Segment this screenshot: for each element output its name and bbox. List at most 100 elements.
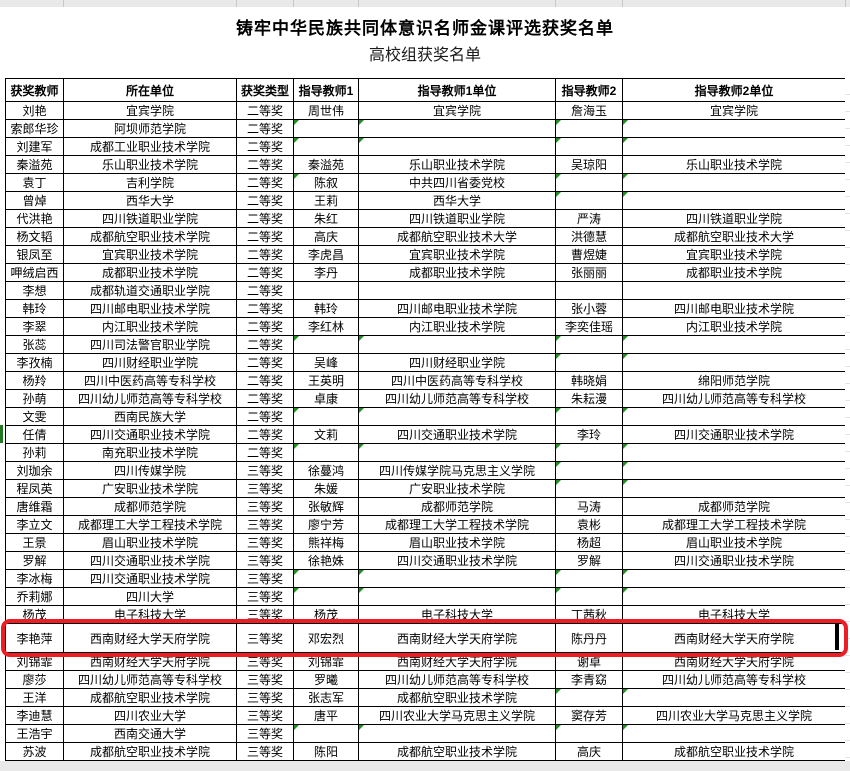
cell[interactable]: 成都理工大学工程技术学院 xyxy=(622,515,846,534)
cell[interactable] xyxy=(358,569,556,588)
cell[interactable]: 罗解 xyxy=(5,551,64,570)
cell[interactable]: 四川交通职业技术学院 xyxy=(358,425,556,444)
cell[interactable]: 张志军 xyxy=(293,688,359,707)
cell[interactable]: 陈阳 xyxy=(293,742,359,761)
cell[interactable]: 程凤英 xyxy=(5,479,64,498)
cell[interactable]: 眉山职业技术学院 xyxy=(622,533,846,552)
cell[interactable] xyxy=(622,191,846,210)
cell[interactable]: 吴琼阳 xyxy=(555,155,623,174)
cell[interactable]: 成都理工大学工程技术学院 xyxy=(63,515,237,534)
cell[interactable] xyxy=(293,443,359,462)
cell[interactable]: 西南财经大学天府学院 xyxy=(63,652,237,671)
cell[interactable]: 三等奖 xyxy=(236,551,294,570)
cell[interactable]: 西南民族大学 xyxy=(63,407,237,426)
cell[interactable]: 四川传媒学院 xyxy=(63,461,237,480)
cell[interactable]: 成都职业技术学院 xyxy=(358,263,556,282)
cell[interactable]: 乐山职业技术学院 xyxy=(622,155,846,174)
cell[interactable]: 熊祥梅 xyxy=(293,533,359,552)
cell[interactable]: 二等奖 xyxy=(236,353,294,372)
cell[interactable] xyxy=(555,688,623,707)
cell[interactable]: 窦存芳 xyxy=(555,706,623,725)
cell[interactable]: 四川农业大学马克思主义学院 xyxy=(358,706,556,725)
cell[interactable] xyxy=(555,353,623,372)
column-header-2[interactable]: 获奖类型 xyxy=(236,78,294,102)
cell[interactable]: 四川中医药高等专科学校 xyxy=(358,371,556,390)
cell[interactable]: 四川交通职业技术学院 xyxy=(358,551,556,570)
cell[interactable]: 三等奖 xyxy=(236,670,294,689)
cell[interactable]: 李艳萍 xyxy=(5,623,64,653)
cell[interactable] xyxy=(622,335,846,354)
cell[interactable]: 成都职业技术学院 xyxy=(622,263,846,282)
document-title[interactable]: 铸牢中华民族共同体意识名师金课评选获奖名单 xyxy=(236,19,614,38)
cell[interactable]: 成都师范学院 xyxy=(622,497,846,516)
cell[interactable]: 成都师范学院 xyxy=(358,497,556,516)
cell[interactable]: 二等奖 xyxy=(236,173,294,192)
cell[interactable]: 四川幼儿师范高等专科学校 xyxy=(63,670,237,689)
cell[interactable]: 内江职业技术学院 xyxy=(622,317,846,336)
cell[interactable] xyxy=(293,335,359,354)
cell[interactable]: 四川交通职业技术学院 xyxy=(63,551,237,570)
cell[interactable]: 刘艳 xyxy=(5,101,64,120)
cell[interactable]: 刘锦霏 xyxy=(5,652,64,671)
cell[interactable]: 二等奖 xyxy=(236,227,294,246)
cell[interactable]: 二等奖 xyxy=(236,317,294,336)
cell[interactable]: 二等奖 xyxy=(236,119,294,138)
cell[interactable] xyxy=(622,461,846,480)
cell[interactable]: 银凤至 xyxy=(5,245,64,264)
cell[interactable]: 眉山职业技术学院 xyxy=(358,533,556,552)
cell[interactable]: 四川邮电职业技术学院 xyxy=(63,299,237,318)
cell[interactable]: 张小蓉 xyxy=(555,299,623,318)
cell[interactable]: 成都航空职业技术学院 xyxy=(622,742,846,761)
cell[interactable] xyxy=(293,587,359,606)
cell[interactable]: 四川邮电职业技术学院 xyxy=(622,299,846,318)
cell[interactable] xyxy=(622,688,846,707)
cell[interactable]: 李奕佳瑶 xyxy=(555,317,623,336)
cell[interactable] xyxy=(622,407,846,426)
cell[interactable] xyxy=(293,137,359,156)
cell[interactable]: 朱媛 xyxy=(293,479,359,498)
cell[interactable]: 索郎华珍 xyxy=(5,119,64,138)
cell[interactable] xyxy=(555,173,623,192)
cell[interactable]: 王莉 xyxy=(293,191,359,210)
cell[interactable]: 成都航空职业技术学院 xyxy=(358,688,556,707)
cell[interactable]: 徐蔓鸿 xyxy=(293,461,359,480)
cell[interactable]: 西南财经大学天府学院 xyxy=(622,652,846,671)
cell[interactable] xyxy=(555,569,623,588)
cell[interactable] xyxy=(555,119,623,138)
cell[interactable]: 中共四川省委党校 xyxy=(358,173,556,192)
cell[interactable]: 四川农业大学 xyxy=(63,706,237,725)
cell[interactable]: 李红林 xyxy=(293,317,359,336)
cell[interactable]: 成都航空职业技术大学 xyxy=(622,227,846,246)
column-header-4[interactable]: 指导教师1单位 xyxy=(358,78,556,102)
cell[interactable]: 二等奖 xyxy=(236,335,294,354)
cell[interactable] xyxy=(555,335,623,354)
cell[interactable]: 四川幼儿师范高等专科学校 xyxy=(622,670,846,689)
cell[interactable]: 南充职业技术学院 xyxy=(63,443,237,462)
cell[interactable]: 谢卓 xyxy=(555,652,623,671)
cell[interactable]: 二等奖 xyxy=(236,191,294,210)
cell[interactable]: 四川司法警官职业学院 xyxy=(63,335,237,354)
cell[interactable]: 刘建军 xyxy=(5,137,64,156)
cell[interactable]: 宜宾学院 xyxy=(63,101,237,120)
cell[interactable] xyxy=(622,119,846,138)
cell[interactable]: 绵阳师范学院 xyxy=(622,371,846,390)
cell[interactable]: 二等奖 xyxy=(236,209,294,228)
cell[interactable]: 卓康 xyxy=(293,389,359,408)
cell[interactable]: 廖莎 xyxy=(5,670,64,689)
cell[interactable]: 唐平 xyxy=(293,706,359,725)
cell[interactable]: 四川传媒学院马克思主义学院 xyxy=(358,461,556,480)
cell[interactable]: 三等奖 xyxy=(236,652,294,671)
column-header-6[interactable]: 指导教师2单位 xyxy=(622,78,846,102)
cell[interactable]: 杨超 xyxy=(555,533,623,552)
cell[interactable]: 李冰梅 xyxy=(5,569,64,588)
cell[interactable]: 眉山职业技术学院 xyxy=(63,533,237,552)
cell[interactable]: 成都航空职业技术学院 xyxy=(63,227,237,246)
cell[interactable]: 二等奖 xyxy=(236,155,294,174)
cell[interactable]: 四川邮电职业技术学院 xyxy=(358,299,556,318)
cell[interactable] xyxy=(555,587,623,606)
column-header-3[interactable]: 指导教师1 xyxy=(293,78,359,102)
cell[interactable]: 三等奖 xyxy=(236,461,294,480)
cell[interactable]: 韩晓娟 xyxy=(555,371,623,390)
cell[interactable]: 二等奖 xyxy=(236,407,294,426)
cell[interactable]: 罗解 xyxy=(555,551,623,570)
